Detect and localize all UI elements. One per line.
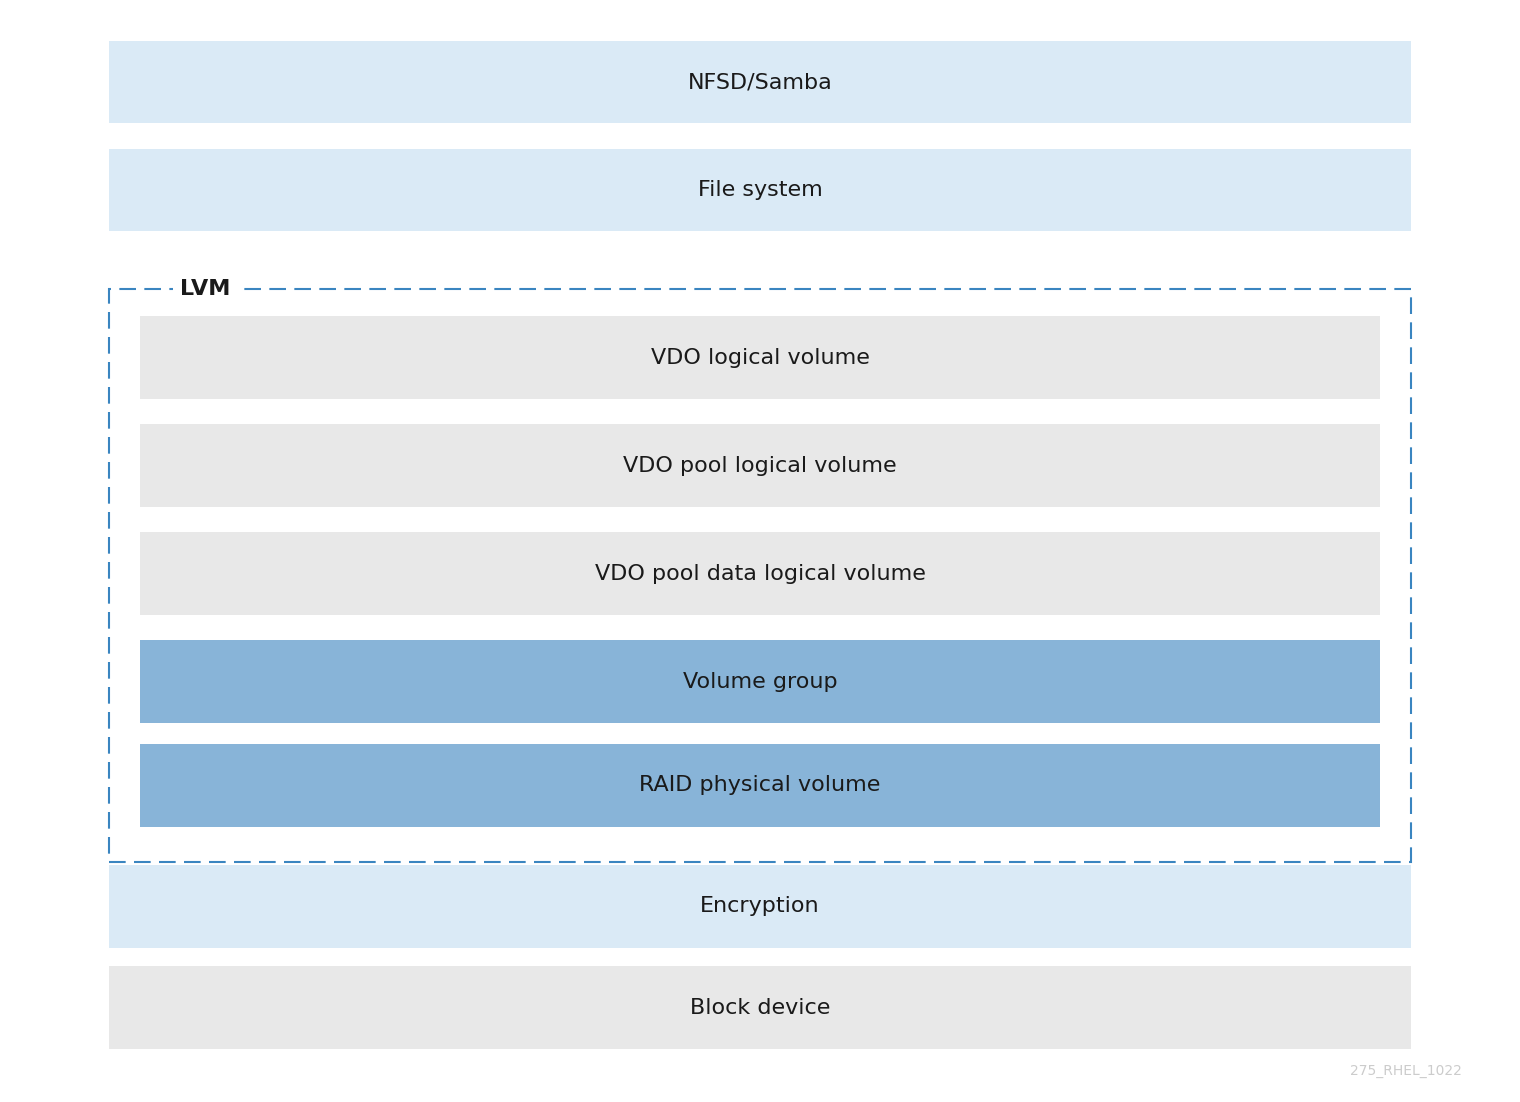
Text: VDO logical volume: VDO logical volume — [651, 347, 869, 368]
Text: RAID physical volume: RAID physical volume — [640, 775, 880, 796]
Text: Block device: Block device — [690, 997, 830, 1018]
Text: NFSD/Samba: NFSD/Samba — [687, 72, 833, 93]
Bar — [140, 424, 1380, 507]
Bar — [140, 316, 1380, 399]
Text: LVM: LVM — [179, 279, 231, 299]
Bar — [109, 289, 1411, 862]
Bar — [109, 149, 1411, 231]
Text: Volume group: Volume group — [682, 671, 838, 692]
Bar — [109, 865, 1411, 948]
Bar — [109, 41, 1411, 123]
Bar — [140, 744, 1380, 826]
Text: 275_RHEL_1022: 275_RHEL_1022 — [1350, 1063, 1462, 1078]
Bar — [140, 532, 1380, 615]
Text: Encryption: Encryption — [701, 896, 819, 917]
Bar — [109, 966, 1411, 1049]
Text: VDO pool logical volume: VDO pool logical volume — [623, 455, 897, 476]
Bar — [140, 640, 1380, 723]
Text: VDO pool data logical volume: VDO pool data logical volume — [594, 563, 926, 584]
Text: File system: File system — [698, 180, 822, 201]
